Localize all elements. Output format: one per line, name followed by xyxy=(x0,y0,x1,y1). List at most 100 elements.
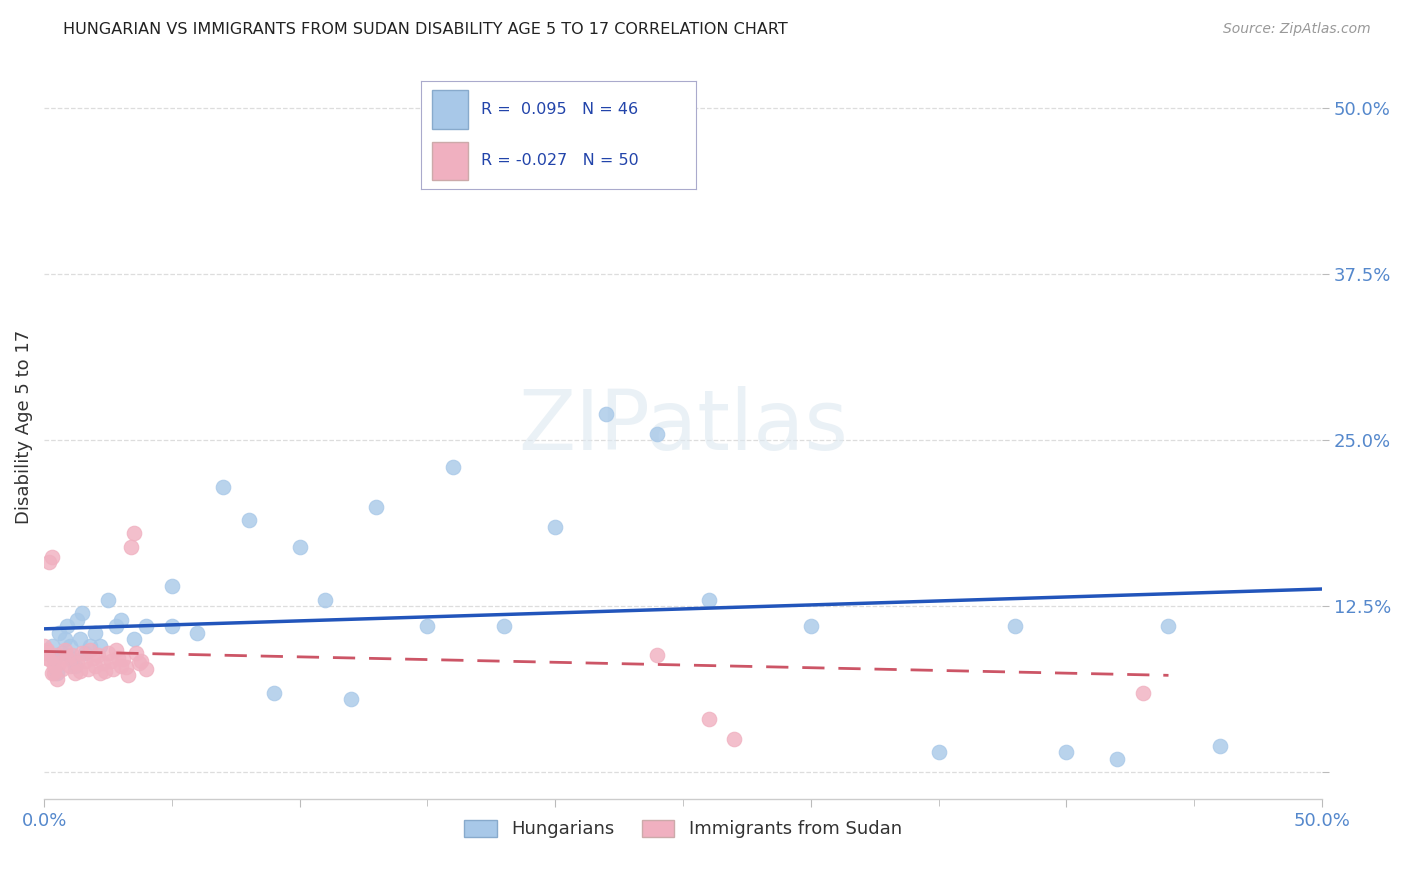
Point xyxy=(89,665,111,680)
Point xyxy=(1107,752,1129,766)
Point xyxy=(35,651,58,665)
Point xyxy=(45,648,67,663)
Point xyxy=(697,592,720,607)
Point xyxy=(66,613,89,627)
Point xyxy=(494,619,516,633)
Point xyxy=(125,646,148,660)
Point xyxy=(122,632,145,647)
Point xyxy=(544,519,567,533)
Point xyxy=(97,592,120,607)
Point xyxy=(56,651,79,665)
Point xyxy=(53,643,76,657)
Point xyxy=(35,643,58,657)
Point xyxy=(79,639,101,653)
Point xyxy=(59,639,82,653)
Point xyxy=(110,613,132,627)
Point xyxy=(366,500,388,514)
Point xyxy=(135,662,157,676)
Point xyxy=(263,685,285,699)
Point xyxy=(60,648,83,663)
Point xyxy=(82,651,104,665)
Point xyxy=(1132,685,1154,699)
Point xyxy=(928,745,950,759)
Point xyxy=(314,592,336,607)
Point xyxy=(66,657,89,671)
Point xyxy=(339,692,361,706)
Point xyxy=(100,654,122,668)
Point xyxy=(723,732,745,747)
Point xyxy=(647,426,669,441)
Point xyxy=(212,480,235,494)
Point xyxy=(104,643,127,657)
Point xyxy=(1004,619,1026,633)
Point xyxy=(59,659,82,673)
Point xyxy=(110,659,132,673)
Point xyxy=(41,639,63,653)
Point xyxy=(48,625,70,640)
Point xyxy=(122,526,145,541)
Point xyxy=(73,646,96,660)
Point xyxy=(48,657,70,671)
Point xyxy=(44,659,66,673)
Point xyxy=(697,712,720,726)
Point xyxy=(647,648,669,663)
Point xyxy=(129,654,152,668)
Point xyxy=(72,606,94,620)
Point xyxy=(41,665,63,680)
Point xyxy=(1208,739,1230,753)
Point xyxy=(160,579,183,593)
Point xyxy=(238,513,260,527)
Point xyxy=(73,654,96,668)
Point xyxy=(84,625,107,640)
Point xyxy=(69,665,91,679)
Point xyxy=(38,652,60,666)
Point xyxy=(800,619,823,633)
Point xyxy=(69,632,91,647)
Text: Source: ZipAtlas.com: Source: ZipAtlas.com xyxy=(1223,22,1371,37)
Point xyxy=(416,619,439,633)
Point xyxy=(288,540,311,554)
Point xyxy=(56,619,79,633)
Point xyxy=(32,639,55,653)
Point xyxy=(1054,745,1077,759)
Point xyxy=(87,648,110,663)
Point xyxy=(117,668,139,682)
Point xyxy=(84,659,107,673)
Point xyxy=(41,550,63,565)
Point xyxy=(38,556,60,570)
Point xyxy=(1157,619,1180,633)
Text: HUNGARIAN VS IMMIGRANTS FROM SUDAN DISABILITY AGE 5 TO 17 CORRELATION CHART: HUNGARIAN VS IMMIGRANTS FROM SUDAN DISAB… xyxy=(63,22,787,37)
Point xyxy=(112,652,135,666)
Point xyxy=(91,657,114,671)
Legend: Hungarians, Immigrants from Sudan: Hungarians, Immigrants from Sudan xyxy=(457,813,908,846)
Point xyxy=(104,619,127,633)
Y-axis label: Disability Age 5 to 17: Disability Age 5 to 17 xyxy=(15,330,32,524)
Point xyxy=(79,643,101,657)
Point xyxy=(115,660,138,674)
Point xyxy=(441,459,464,474)
Point xyxy=(60,652,83,666)
Point xyxy=(45,673,67,687)
Point xyxy=(101,662,124,676)
Point xyxy=(51,646,73,660)
Point xyxy=(97,646,120,660)
Point xyxy=(595,407,617,421)
Point xyxy=(160,619,183,633)
Point xyxy=(76,662,98,676)
Point xyxy=(63,665,86,680)
Point xyxy=(72,646,94,660)
Point xyxy=(107,651,129,665)
Point xyxy=(128,657,150,671)
Point xyxy=(186,625,208,640)
Text: ZIPatlas: ZIPatlas xyxy=(517,386,848,467)
Point xyxy=(45,665,67,680)
Point xyxy=(89,639,111,653)
Point xyxy=(35,646,58,660)
Point xyxy=(44,652,66,666)
Point xyxy=(44,665,66,680)
Point xyxy=(135,619,157,633)
Point xyxy=(63,659,86,673)
Point xyxy=(51,662,73,676)
Point xyxy=(94,665,117,679)
Point xyxy=(120,540,142,554)
